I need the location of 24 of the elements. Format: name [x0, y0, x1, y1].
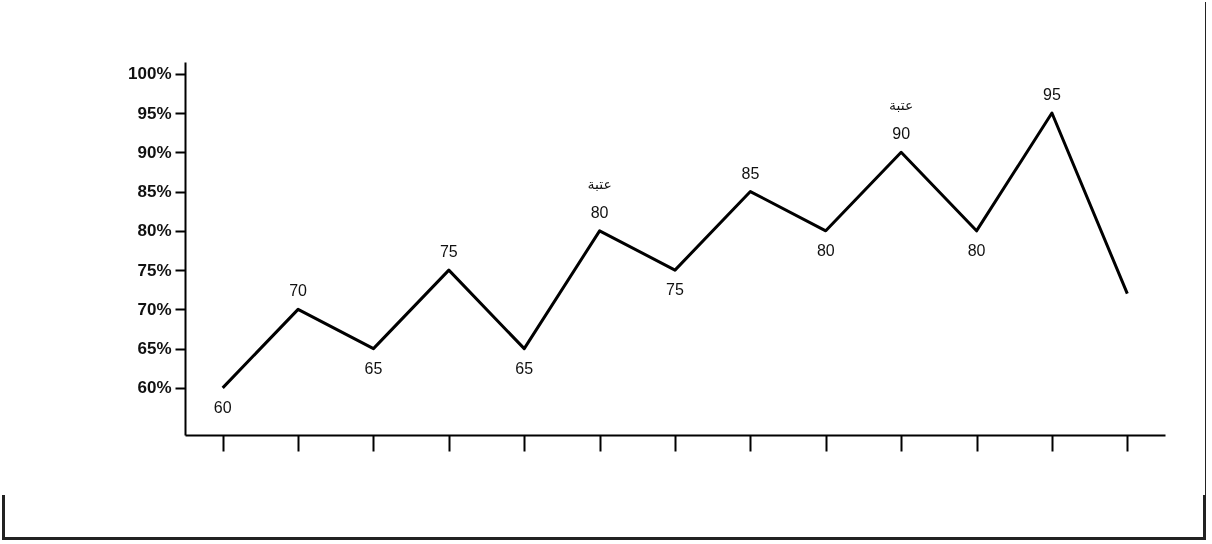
- y-tick-label: 90%: [137, 142, 172, 162]
- y-tick-label: 80%: [137, 221, 172, 241]
- data-label: 90: [892, 125, 911, 143]
- data-label: 65: [515, 359, 534, 377]
- data-label: 80: [816, 241, 835, 259]
- data-label: 85: [741, 164, 760, 182]
- data-label: 75: [439, 243, 458, 261]
- data-label: 80: [590, 203, 609, 221]
- data-label: 65: [364, 359, 383, 377]
- y-tick-label: 65%: [137, 339, 172, 359]
- y-tick-label: 60%: [137, 378, 172, 398]
- data-label: 70: [289, 282, 308, 300]
- data-label: 75: [666, 281, 684, 299]
- data-label: 60: [213, 398, 232, 416]
- line-series: [221, 111, 1129, 390]
- y-tick-label: 95%: [137, 103, 172, 123]
- data-label: 95: [1043, 86, 1061, 104]
- annotation: عتبة: [889, 97, 914, 114]
- y-tick-label: 75%: [137, 260, 172, 280]
- y-tick-label: 100%: [128, 64, 172, 84]
- y-tick-label: 85%: [137, 182, 172, 202]
- annotation: عتبة: [587, 175, 612, 192]
- data-label: 80: [967, 241, 986, 259]
- y-tick-label: 70%: [137, 299, 172, 319]
